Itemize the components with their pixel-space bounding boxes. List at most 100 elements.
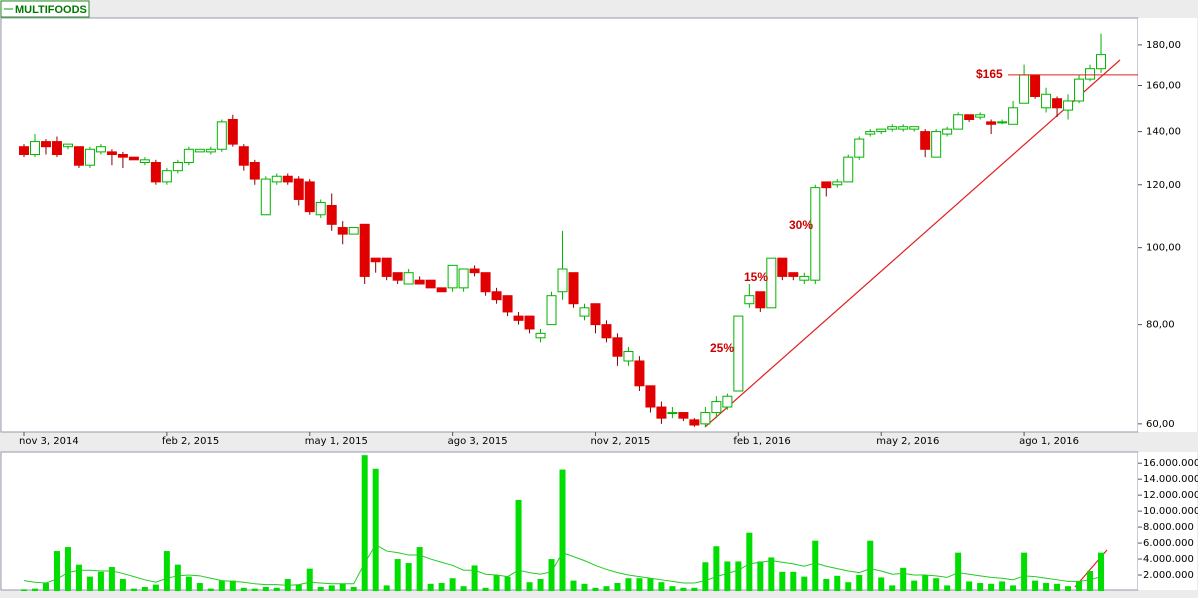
candle-body: [139, 159, 150, 164]
candle-body: [1019, 74, 1030, 104]
volume-bar: [1076, 581, 1083, 591]
candle-body: [909, 126, 920, 130]
price-panel: [0, 17, 1139, 433]
candle-body: [766, 257, 777, 309]
candle-body: [832, 181, 843, 186]
candle-body: [337, 227, 348, 235]
y-tick-label: 100,00: [1146, 243, 1181, 254]
volume-bar: [438, 583, 445, 591]
candle-body: [205, 148, 216, 153]
candle-body: [480, 272, 491, 293]
volume-bar: [119, 579, 126, 591]
volume-bar: [647, 578, 654, 591]
candle-body: [469, 268, 480, 274]
volume-bar: [273, 587, 280, 591]
candle-body: [425, 279, 436, 289]
candle-body: [73, 146, 84, 166]
candle-body: [304, 181, 315, 213]
volume-bar: [812, 540, 819, 591]
candle-body: [799, 275, 810, 281]
volume-bar: [911, 580, 918, 591]
y-tick-label: 60,00: [1146, 419, 1175, 430]
candle-body: [502, 295, 513, 313]
candle-body: [876, 128, 887, 133]
volume-bar: [64, 547, 71, 591]
volume-bar: [834, 575, 841, 591]
volume-bar: [21, 589, 27, 591]
x-tick-label: feb 2, 2015: [162, 436, 219, 447]
candle-body: [975, 114, 986, 118]
candle-body: [1030, 74, 1041, 97]
volume-bar: [548, 559, 555, 591]
candle-body: [1074, 78, 1085, 102]
candle-body: [359, 223, 370, 277]
candle-body: [392, 272, 403, 281]
volume-bar: [614, 583, 621, 591]
candle-body: [238, 146, 249, 166]
volume-bar: [823, 579, 830, 591]
candle-body: [689, 419, 700, 426]
candle-body: [678, 412, 689, 419]
candle-body: [216, 121, 227, 150]
candle-body: [271, 175, 282, 183]
candle-body: [986, 121, 997, 125]
volume-bar: [625, 578, 632, 591]
volume-bar: [339, 583, 346, 591]
volume-bar: [988, 583, 995, 591]
candle-body: [370, 257, 381, 263]
y-tick-label: 16.000.000: [1143, 458, 1198, 469]
candle-body: [436, 287, 447, 293]
y-tick-label: 4.000.000: [1143, 554, 1194, 565]
volume-bar: [559, 469, 566, 591]
volume-bar: [75, 564, 82, 591]
volume-bar: [592, 587, 599, 591]
candle-body: [227, 118, 238, 145]
volume-bar: [867, 540, 874, 591]
volume-bar: [350, 587, 357, 591]
candle-body: [293, 178, 304, 200]
volume-bar: [460, 586, 467, 591]
volume-bar: [174, 564, 181, 591]
candle-body: [964, 114, 975, 120]
volume-bar: [790, 571, 797, 591]
legend-box: [0, 0, 90, 18]
candle-body: [821, 181, 832, 189]
volume-bar: [856, 575, 863, 591]
volume-bar: [207, 588, 214, 591]
candle-body: [1008, 107, 1019, 125]
x-tick-label: ago 3, 2015: [448, 436, 508, 447]
volume-bar: [757, 561, 764, 591]
volume-bar: [845, 582, 852, 591]
candle-body: [733, 315, 744, 392]
volume-bar: [746, 532, 753, 591]
candle-body: [40, 141, 51, 148]
volume-bar: [768, 557, 775, 591]
volume-bar: [702, 562, 709, 591]
volume-bar: [141, 587, 148, 591]
volume-average: [23, 543, 1102, 586]
candle-body: [810, 187, 821, 281]
candle-body: [447, 264, 458, 289]
candle-body: [843, 156, 854, 183]
volume-bar: [504, 576, 511, 591]
volume-bar: [471, 565, 478, 591]
candle-body: [755, 291, 766, 309]
volume-bar: [482, 587, 489, 591]
candle-body: [117, 154, 128, 158]
candle-body: [62, 143, 73, 148]
volume-bar: [31, 588, 38, 591]
volume-bar: [603, 586, 610, 591]
volume-bar: [108, 567, 115, 591]
candle-body: [854, 138, 865, 158]
volume-bar: [372, 468, 379, 591]
annotation: 30%: [789, 218, 813, 232]
volume-bar: [977, 583, 984, 591]
volume-bar: [493, 575, 500, 591]
volume-bar: [152, 584, 159, 591]
volume-bar: [724, 561, 731, 591]
chart-title: MULTIFOODS: [15, 4, 87, 16]
volume-bar: [515, 499, 522, 591]
candle-body: [1041, 93, 1052, 109]
candle-body: [326, 204, 337, 225]
